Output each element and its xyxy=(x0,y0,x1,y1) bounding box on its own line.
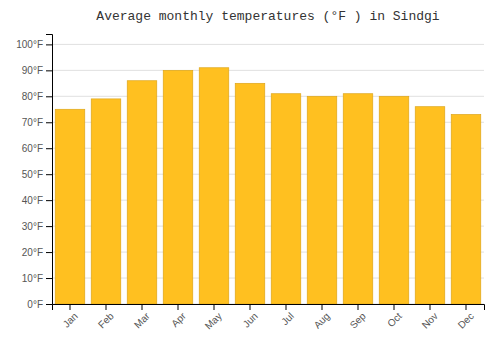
x-axis: Jan Feb Mar Apr May Jun Jul Aug Sep Oct Nov Dec xyxy=(53,304,485,332)
y-tick-mark xyxy=(46,304,52,305)
y-tick-mark xyxy=(46,70,52,71)
grid-line xyxy=(52,44,484,45)
y-tick: 60°F xyxy=(22,143,52,154)
y-tick-label: 90°F xyxy=(22,65,43,76)
x-tick-label: Mar xyxy=(132,310,152,330)
bar xyxy=(163,70,193,304)
x-tick-mark xyxy=(358,304,359,310)
y-tick-mark xyxy=(46,200,52,201)
y-axis-line xyxy=(46,35,53,305)
x-tick: Jun xyxy=(241,304,260,330)
x-tick: Dec xyxy=(456,304,476,331)
y-tick-mark xyxy=(46,122,52,123)
y-tick: 40°F xyxy=(22,195,52,206)
y-tick: 30°F xyxy=(22,221,52,232)
x-tick-label: May xyxy=(203,310,224,331)
x-tick: May xyxy=(203,304,224,332)
x-tick-label: Jul xyxy=(279,310,296,327)
y-tick-mark xyxy=(46,174,52,175)
bar xyxy=(307,96,337,304)
x-axis-line xyxy=(53,305,485,311)
y-tick: 20°F xyxy=(22,247,52,258)
grid xyxy=(52,44,484,304)
x-tick-label: Feb xyxy=(96,310,116,330)
x-tick-label: Sep xyxy=(348,310,369,331)
x-tick-label: Jun xyxy=(241,310,260,329)
x-tick-mark xyxy=(394,304,395,310)
x-tick: Jan xyxy=(61,304,80,330)
y-tick: 80°F xyxy=(22,91,52,102)
y-tick: 0°F xyxy=(27,299,52,310)
x-tick-mark xyxy=(106,304,107,310)
bar xyxy=(271,94,301,304)
x-tick: Feb xyxy=(96,304,116,330)
y-tick-label: 50°F xyxy=(22,169,43,180)
y-tick-label: 0°F xyxy=(27,299,43,310)
y-tick-mark xyxy=(46,252,52,253)
y-tick-mark xyxy=(46,44,52,45)
x-tick: Apr xyxy=(169,304,188,329)
x-tick-mark xyxy=(466,304,467,310)
y-tick: 10°F xyxy=(22,273,52,284)
chart-title: Average monthly temperatures (°F ) in Si… xyxy=(96,9,439,24)
y-tick-label: 30°F xyxy=(22,221,43,232)
x-tick: Aug xyxy=(312,304,332,331)
y-tick-label: 100°F xyxy=(16,39,43,50)
plot-area: 0°F 10°F 20°F 30°F 40°F 50°F 60°F 70°F 80°F 90°F 1… xyxy=(16,35,484,332)
y-tick-mark xyxy=(46,148,52,149)
x-tick-label: Aug xyxy=(312,310,332,330)
bar xyxy=(451,114,481,304)
x-tick: Mar xyxy=(132,304,152,330)
bar xyxy=(127,81,157,304)
y-tick: 90°F xyxy=(22,65,52,76)
x-tick-label: Jan xyxy=(61,310,80,329)
x-tick: Oct xyxy=(385,304,404,329)
x-tick-label: Nov xyxy=(420,310,440,330)
x-tick: Sep xyxy=(348,304,369,331)
y-tick: 100°F xyxy=(16,39,52,50)
x-tick-mark xyxy=(178,304,179,310)
y-tick-mark xyxy=(46,278,52,279)
bar xyxy=(235,83,265,304)
x-tick-mark xyxy=(250,304,251,310)
bars xyxy=(55,68,481,304)
y-tick-mark xyxy=(46,96,52,97)
y-tick-label: 40°F xyxy=(22,195,43,206)
chart-svg: 0°F 10°F 20°F 30°F 40°F 50°F 60°F 70°F 80°F 90°F 1… xyxy=(0,0,500,350)
x-tick-label: Dec xyxy=(456,310,476,330)
bar xyxy=(415,107,445,304)
x-tick-mark xyxy=(286,304,287,310)
y-tick-label: 70°F xyxy=(22,117,43,128)
y-tick-label: 80°F xyxy=(22,91,43,102)
bar xyxy=(379,96,409,304)
y-tick-label: 20°F xyxy=(22,247,43,258)
x-tick: Nov xyxy=(420,304,440,331)
chart-container: 0°F 10°F 20°F 30°F 40°F 50°F 60°F 70°F 80°F 90°F 1… xyxy=(0,0,500,350)
x-tick-mark xyxy=(142,304,143,310)
y-tick-label: 60°F xyxy=(22,143,43,154)
y-tick-label: 10°F xyxy=(22,273,43,284)
grid-line xyxy=(52,70,484,71)
y-tick: 50°F xyxy=(22,169,52,180)
x-tick-mark xyxy=(430,304,431,310)
y-tick-mark xyxy=(46,226,52,227)
bar xyxy=(55,109,85,304)
x-tick-mark xyxy=(70,304,71,310)
bar xyxy=(91,99,121,304)
x-tick-mark xyxy=(322,304,323,310)
x-tick-label: Apr xyxy=(169,310,188,329)
y-tick: 70°F xyxy=(22,117,52,128)
grid-line xyxy=(52,96,484,97)
x-tick-mark xyxy=(214,304,215,310)
y-axis: 0°F 10°F 20°F 30°F 40°F 50°F 60°F 70°F 80°F 90°F 1… xyxy=(16,35,52,310)
x-tick-label: Oct xyxy=(385,310,404,329)
bar xyxy=(199,68,229,304)
x-tick: Jul xyxy=(279,304,296,327)
bar xyxy=(343,94,373,304)
